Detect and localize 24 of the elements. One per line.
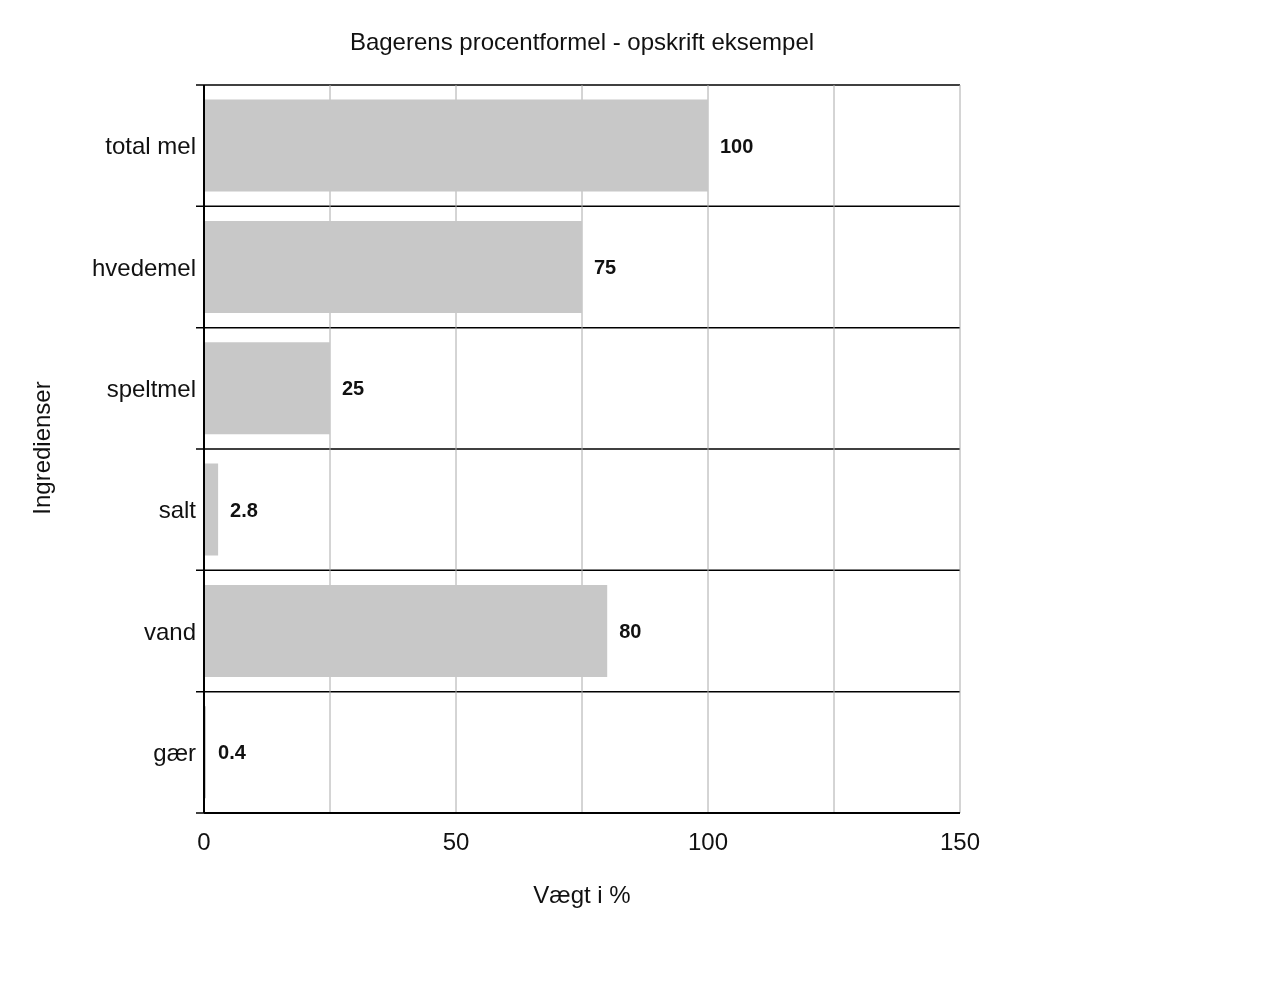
bar (204, 463, 219, 556)
y-tick-label: hvedemel (91, 253, 196, 281)
x-axis-title: Vægt i % (533, 881, 631, 908)
bar (204, 584, 608, 677)
y-tick-label: total mel (105, 132, 196, 160)
data-label: 2.8 (230, 498, 258, 521)
bar (204, 99, 708, 192)
chart-title: Bagerens procentformel - opskrift eksempel (348, 28, 816, 56)
bar (204, 342, 330, 435)
data-label: 80 (619, 619, 642, 642)
y-tick-label: vand (143, 617, 196, 645)
x-tick-label: 100 (687, 828, 729, 856)
data-label: 75 (594, 255, 617, 278)
y-axis-title: Ingredienser (28, 381, 56, 515)
x-tick-label: 0 (197, 828, 211, 856)
y-tick-label: salt (158, 496, 197, 524)
y-tick-label: speltmel (106, 374, 196, 402)
data-label: 25 (342, 377, 365, 400)
data-label: 0.4 (218, 741, 247, 764)
bar (204, 220, 582, 313)
y-tick-label: gær (153, 738, 196, 766)
x-tick-label: 50 (442, 828, 470, 856)
data-label: 100 (720, 134, 754, 157)
x-tick-label: 150 (939, 828, 981, 856)
